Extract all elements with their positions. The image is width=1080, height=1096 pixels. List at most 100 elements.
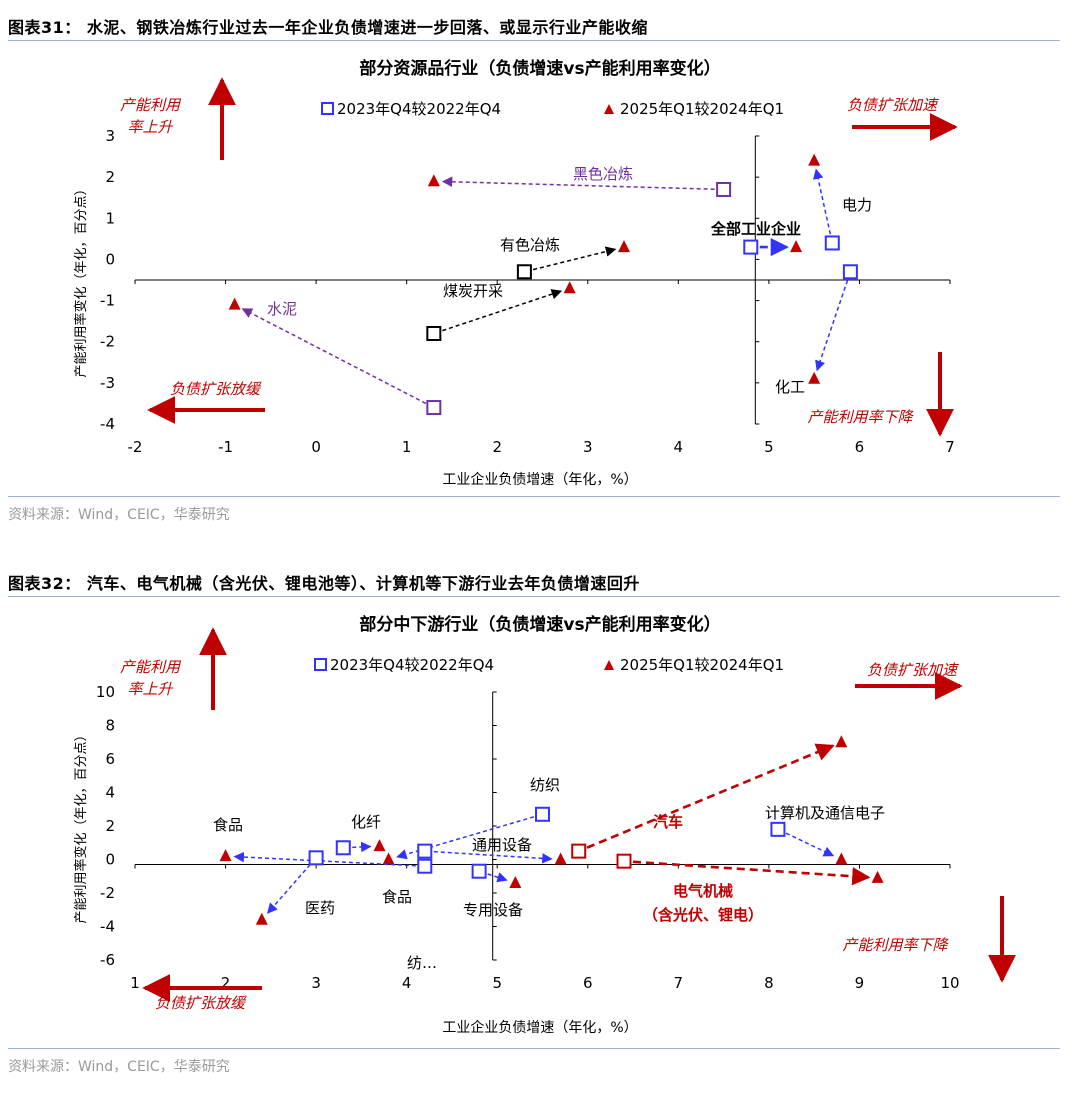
chart-title: 部分中下游行业（负债增速vs产能利用率变化） xyxy=(359,614,720,635)
industry-label: 电力 xyxy=(842,196,872,214)
y-tick-label: 6 xyxy=(105,750,115,768)
x-tick-label: -2 xyxy=(128,438,143,456)
industry-label: 汽车 xyxy=(653,813,683,831)
point-2025q1 xyxy=(219,849,232,862)
x-tick-label: 2 xyxy=(221,974,231,992)
point-2023q4 xyxy=(842,264,858,280)
point-2023q4 xyxy=(770,821,786,837)
point-2023q4 xyxy=(571,843,587,859)
industry-label: 纺织 xyxy=(530,776,560,794)
legend-label-2025: 2025年Q1较2024年Q1 xyxy=(620,656,784,674)
y-axis-label: 产能利用率变化（年化，百分点） xyxy=(73,182,89,377)
legend-label-2025: 2025年Q1较2024年Q1 xyxy=(620,100,784,118)
y-tick-label: 8 xyxy=(105,717,115,735)
legend-label-2023: 2023年Q4较2022年Q4 xyxy=(337,100,501,118)
legend-label-2023: 2023年Q4较2022年Q4 xyxy=(330,656,494,674)
point-2023q4 xyxy=(743,239,759,255)
point-2025q1 xyxy=(618,240,630,253)
industry-label: 化工 xyxy=(775,378,805,396)
legend-marker-triangle xyxy=(604,104,614,114)
point-2025q1 xyxy=(563,281,576,294)
y-tick-label: -4 xyxy=(100,918,115,936)
legend-marker-triangle xyxy=(604,660,614,670)
change-arrow xyxy=(813,168,832,235)
y-tick-label: 1 xyxy=(105,209,115,227)
industry-label: 全部工业企业 xyxy=(710,220,801,238)
point-2023q4 xyxy=(308,850,324,866)
y-tick-label: 0 xyxy=(105,851,115,869)
x-tick-label: 6 xyxy=(583,974,593,992)
x-tick-label: 3 xyxy=(583,438,593,456)
y-tick-label: 0 xyxy=(105,250,115,268)
x-tick-label: 7 xyxy=(945,438,955,456)
point-2023q4 xyxy=(824,235,840,251)
industry-label-extra: 纺… xyxy=(407,954,437,972)
x-tick-label: 6 xyxy=(855,438,865,456)
y-tick-label: 2 xyxy=(105,817,115,835)
point-2025q1 xyxy=(373,839,386,852)
y-tick-label: 4 xyxy=(105,784,115,802)
point-2025q1 xyxy=(509,875,522,888)
chart-resource-industries: 部分资源品行业（负债增速vs产能利用率变化） 2023年Q4较2022年Q4 202… xyxy=(73,58,958,488)
industry-label: 黑色冶炼 xyxy=(573,165,633,183)
industry-label: 有色冶炼 xyxy=(500,236,560,254)
figure-32-title: 图表32： 汽车、电气机械（含光伏、锂电池等）、计算机等下游行业去年负债增速回升 xyxy=(8,574,640,593)
quadrant-label-top-left: 率上升 xyxy=(127,680,173,698)
point-2025q1 xyxy=(835,735,848,748)
change-arrow xyxy=(532,246,617,271)
legend-marker-square xyxy=(314,658,327,671)
x-tick-label: 4 xyxy=(674,438,684,456)
change-arrow xyxy=(396,816,535,860)
x-tick-label: 10 xyxy=(940,974,959,992)
x-tick-label: 1 xyxy=(130,974,140,992)
change-arrow xyxy=(441,176,715,190)
x-tick-label: 1 xyxy=(402,438,412,456)
quadrant-label-top-left: 产能利用 xyxy=(120,658,182,676)
quadrant-label-bottom-left: 负债扩张放缓 xyxy=(170,380,262,398)
figure-31-source: 资料来源：Wind，CEIC，华泰研究 xyxy=(8,507,230,523)
industry-label: 化纤 xyxy=(351,813,381,831)
quadrant-label-top-left: 产能利用 xyxy=(120,96,182,114)
point-2023q4 xyxy=(426,325,442,341)
industry-label: 通用设备 xyxy=(472,836,532,854)
x-axis-label: 工业企业负债增速（年化，%） xyxy=(442,1019,637,1036)
y-axis-label: 产能利用率变化（年化，百分点） xyxy=(73,728,89,923)
figure-32-bottom-rule xyxy=(8,1048,1060,1049)
quadrant-label-top-left: 率上升 xyxy=(127,118,173,136)
point-2025q1 xyxy=(871,870,884,883)
point-2025q1 xyxy=(228,297,241,310)
point-2025q1 xyxy=(255,912,268,925)
industry-label: 煤炭开采 xyxy=(443,282,503,300)
y-tick-label: -2 xyxy=(100,884,115,902)
point-2025q1 xyxy=(382,852,395,865)
x-tick-label: 7 xyxy=(674,974,684,992)
point-2025q1 xyxy=(427,174,440,187)
chart-title: 部分资源品行业（负债增速vs产能利用率变化） xyxy=(359,58,720,79)
change-arrow xyxy=(352,841,372,853)
x-tick-label: -1 xyxy=(218,438,233,456)
change-arrow xyxy=(586,743,835,849)
point-2025q1 xyxy=(835,852,848,865)
point-2023q4 xyxy=(471,863,487,879)
point-2023q4 xyxy=(616,853,632,869)
point-2023q4 xyxy=(716,181,732,197)
y-tick-label: -4 xyxy=(100,415,115,433)
change-arrow xyxy=(233,851,416,867)
y-tick-label: -2 xyxy=(100,333,115,351)
industry-label: 计算机及通信电子 xyxy=(765,804,885,822)
quadrant-label-bottom-left: 负债扩张放缓 xyxy=(155,994,247,1012)
point-2025q1 xyxy=(790,240,803,253)
quadrant-label-top-right: 负债扩张加速 xyxy=(847,96,939,114)
point-2025q1 xyxy=(808,153,821,166)
change-arrow xyxy=(241,308,427,405)
change-arrow xyxy=(433,850,553,864)
industry-label-extra: 食品 xyxy=(382,888,412,906)
industry-label: 专用设备 xyxy=(463,901,523,919)
x-tick-label: 5 xyxy=(492,974,502,992)
figure-31-title-rule xyxy=(8,40,1060,41)
point-2023q4 xyxy=(335,840,351,856)
x-tick-label: 5 xyxy=(764,438,774,456)
point-2023q4 xyxy=(426,400,442,416)
industry-label: 医药 xyxy=(305,899,335,917)
point-2025q1 xyxy=(554,852,567,865)
